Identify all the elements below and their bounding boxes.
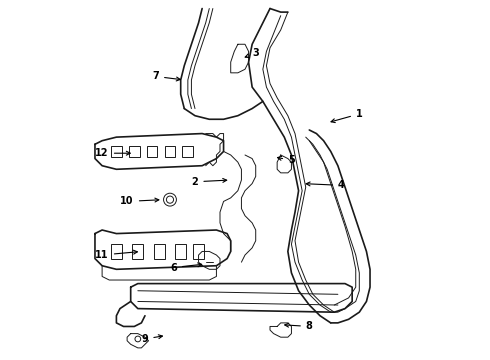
Text: 1: 1 [331, 109, 363, 123]
Text: 8: 8 [285, 321, 313, 332]
Text: 10: 10 [121, 197, 159, 206]
Text: 6: 6 [170, 262, 202, 273]
Text: 2: 2 [192, 177, 227, 187]
Text: 11: 11 [96, 250, 137, 260]
Text: 5: 5 [277, 156, 295, 165]
Text: 4: 4 [306, 180, 345, 190]
Text: 9: 9 [142, 334, 163, 344]
Text: 3: 3 [245, 48, 259, 58]
Text: 12: 12 [96, 148, 130, 158]
Text: 7: 7 [152, 71, 180, 81]
